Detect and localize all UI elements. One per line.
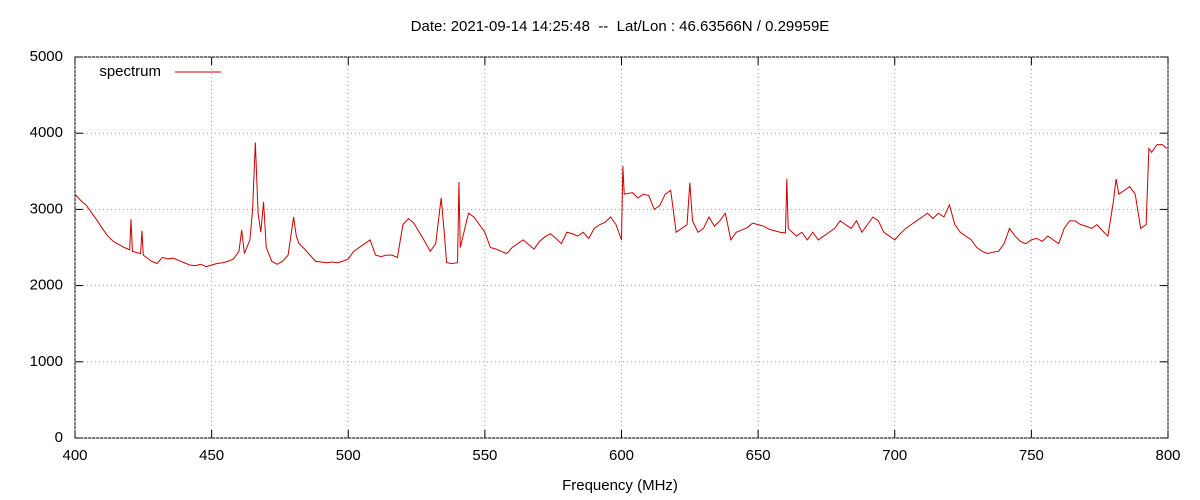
x-axis-label: Frequency (MHz) — [562, 477, 678, 494]
x-tick-label: 600 — [609, 447, 634, 464]
series-line — [74, 142, 1167, 268]
x-tick-label: 500 — [336, 447, 361, 464]
x-tick-label: 550 — [472, 447, 497, 464]
y-tick-label: 0 — [55, 429, 63, 446]
x-tick-label: 450 — [199, 447, 224, 464]
x-tick-label: 750 — [1019, 447, 1044, 464]
y-tick-label: 5000 — [30, 48, 63, 65]
x-tick-label: 650 — [746, 447, 771, 464]
x-tick-label: 700 — [882, 447, 907, 464]
x-tick-label: 800 — [1155, 447, 1180, 464]
legend-label: spectrum — [99, 63, 161, 80]
y-tick-label: 2000 — [30, 277, 63, 294]
y-tick-label: 1000 — [30, 353, 63, 370]
y-tick-label: 4000 — [30, 124, 63, 141]
chart-title: Date: 2021-09-14 14:25:48 -- Lat/Lon : 4… — [411, 18, 830, 35]
y-tick-label: 3000 — [30, 200, 63, 217]
x-tick-label: 400 — [62, 447, 87, 464]
